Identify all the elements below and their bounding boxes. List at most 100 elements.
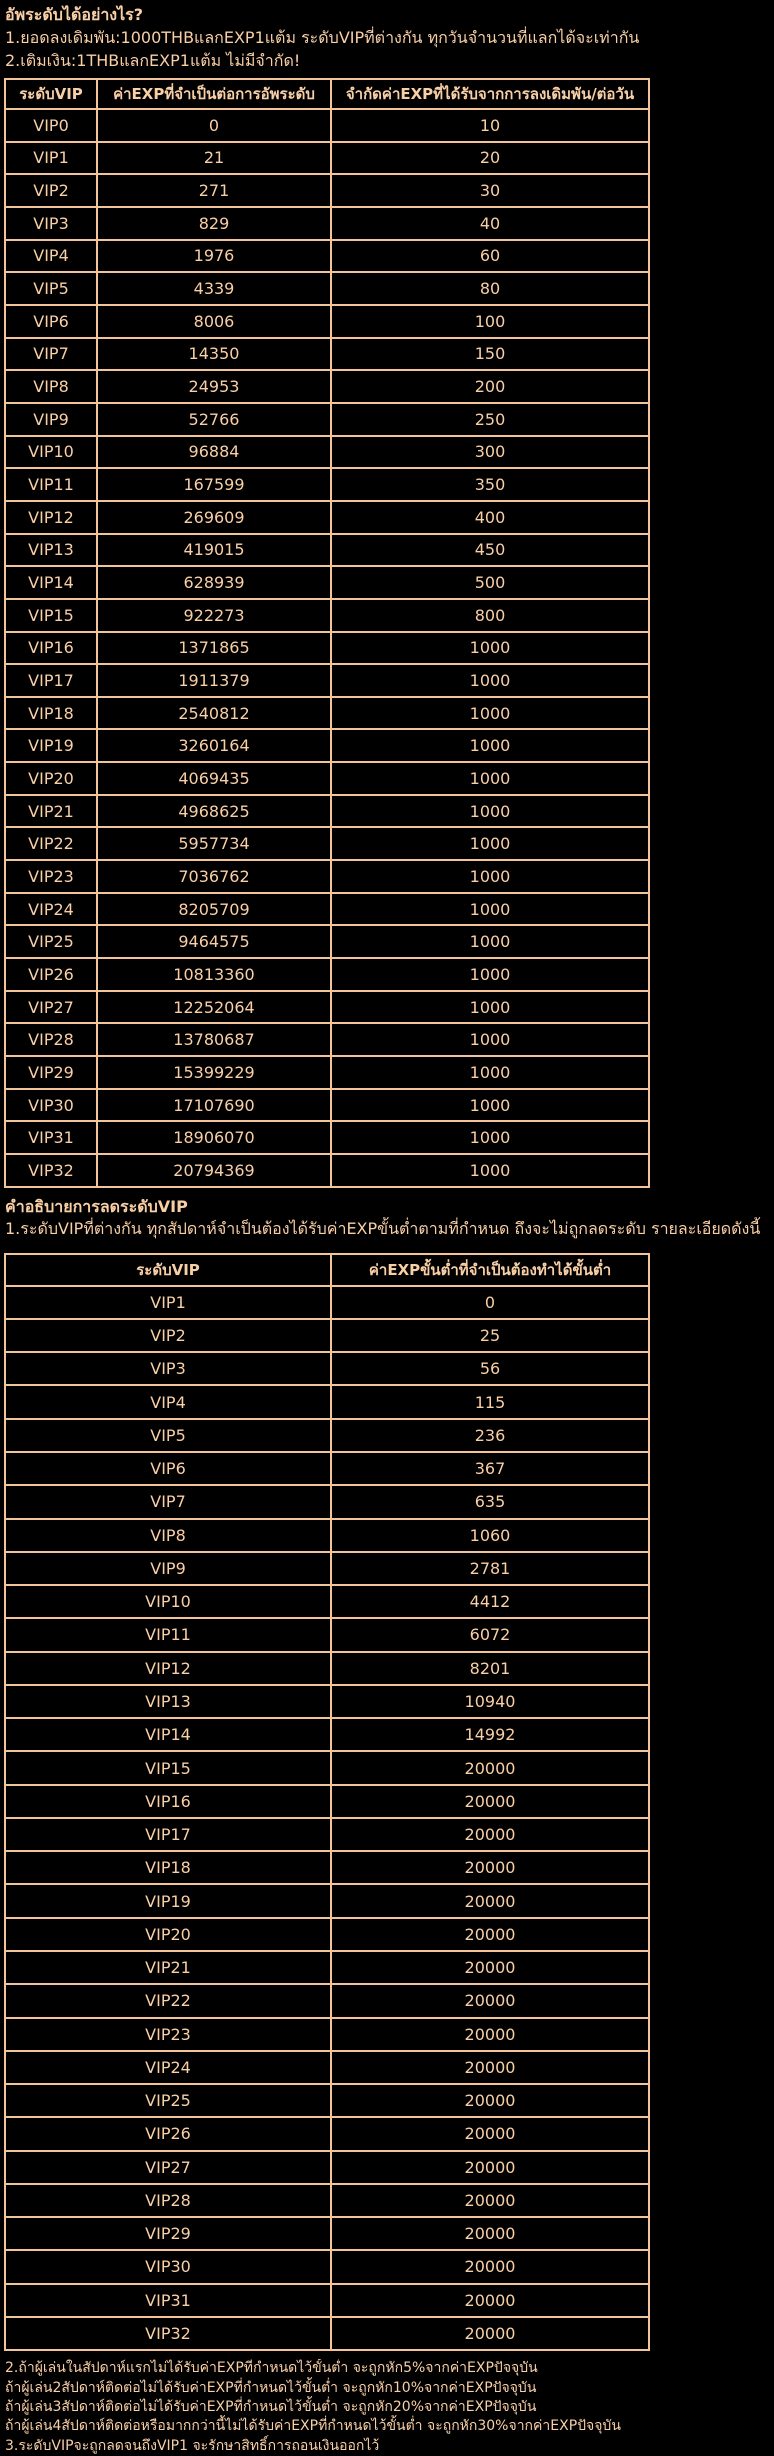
table-cell: 1000 — [330, 891, 650, 927]
table-cell: 1000 — [330, 1022, 650, 1058]
table-cell: 4412 — [330, 1584, 650, 1620]
table-cell: VIP29 — [4, 2216, 332, 2252]
table-cell: 10 — [330, 108, 650, 143]
table-cell: VIP5 — [4, 271, 98, 306]
downgrade-heading: คำอธิบายการลดระดับVIP — [5, 1196, 188, 1216]
table-cell: 628939 — [96, 565, 332, 600]
table-cell: VIP15 — [4, 1750, 332, 1786]
table-cell: VIP19 — [4, 728, 98, 764]
table-cell: 167599 — [96, 467, 332, 502]
table-cell: VIP23 — [4, 859, 98, 894]
note-line-5: 3.ระดับVIPจะถูกลดจนถึงVIP1 จะรักษาสิทธิ์… — [5, 2437, 380, 2454]
table-row: VIP4 115 — [4, 1384, 650, 1420]
table-cell: VIP9 — [4, 1550, 332, 1587]
table-cell: VIP6 — [4, 303, 98, 339]
table-cell: 2540812 — [96, 695, 332, 731]
table-cell: 115 — [330, 1384, 650, 1420]
table-row: VIP20 20000 — [4, 1916, 650, 1952]
table-cell: 56 — [330, 1351, 650, 1387]
table-cell: 13780687 — [96, 1022, 332, 1058]
table-cell: 20000 — [330, 1983, 650, 2019]
table-cell: VIP1 — [4, 140, 98, 176]
table-row: VIP1 21 20 — [4, 140, 650, 176]
table-cell: VIP24 — [4, 891, 98, 927]
table-row: VIP24 8205709 1000 — [4, 891, 650, 927]
table-cell: 20000 — [330, 2149, 650, 2185]
table-cell: 829 — [96, 205, 332, 241]
table-row: VIP15 20000 — [4, 1750, 650, 1786]
table-cell: 4069435 — [96, 761, 332, 796]
table-cell: VIP25 — [4, 924, 98, 960]
table-row: VIP12 269609 400 — [4, 499, 650, 535]
table-cell: 3260164 — [96, 728, 332, 764]
table-row: VIP21 4968625 1000 — [4, 793, 650, 829]
table-cell: 1371865 — [96, 630, 332, 666]
table-cell: VIP24 — [4, 2049, 332, 2086]
table-row: VIP23 7036762 1000 — [4, 859, 650, 894]
table-cell: VIP23 — [4, 2016, 332, 2052]
table-cell: 300 — [330, 434, 650, 470]
table-row: VIP14 14992 — [4, 1717, 650, 1753]
table-cell: VIP13 — [4, 532, 98, 568]
table-cell: 9464575 — [96, 924, 332, 960]
table-cell: 1000 — [330, 761, 650, 796]
table-row: VIP4 1976 60 — [4, 238, 650, 274]
table-cell: VIP17 — [4, 663, 98, 698]
table-cell: VIP16 — [4, 630, 98, 666]
table-cell: VIP5 — [4, 1417, 332, 1453]
table-cell: VIP27 — [4, 989, 98, 1025]
table-cell: VIP26 — [4, 957, 98, 992]
table-cell: VIP13 — [4, 1683, 332, 1720]
table-cell: 0 — [330, 1284, 650, 1320]
table-cell: 20 — [330, 140, 650, 176]
table-cell: 52766 — [96, 401, 332, 437]
table-cell: VIP20 — [4, 761, 98, 796]
table-cell: VIP20 — [4, 1916, 332, 1952]
table-cell: 200 — [330, 369, 650, 404]
table-row: VIP29 20000 — [4, 2216, 650, 2252]
table-cell: VIP26 — [4, 2116, 332, 2152]
table-cell: 450 — [330, 532, 650, 568]
table-cell: 8205709 — [96, 891, 332, 927]
downgrade-line-1: 1.ระดับVIPที่ต่างกัน ทุกสัปดาห์จำเป็นต้อ… — [5, 1218, 761, 1238]
table-cell: 1000 — [330, 989, 650, 1025]
column-header-vip-level: ระดับVIP — [4, 1252, 332, 1287]
table-cell: VIP21 — [4, 793, 98, 829]
table-row: VIP22 20000 — [4, 1983, 650, 2019]
table-cell: VIP3 — [4, 205, 98, 241]
upgrade-exp-table: ระดับVIP ค่าEXPที่จำเป็นต่อการอัพระดับ จ… — [4, 78, 650, 1188]
table-cell: 21 — [96, 140, 332, 176]
table-cell: 8006 — [96, 303, 332, 339]
column-header-vip-level: ระดับVIP — [4, 78, 98, 110]
table-cell: 12252064 — [96, 989, 332, 1025]
table-row: VIP26 10813360 1000 — [4, 957, 650, 992]
table-cell: 20000 — [330, 1850, 650, 1886]
table-cell: 1000 — [330, 1120, 650, 1155]
table-row: VIP14 628939 500 — [4, 565, 650, 600]
table-header-row: ระดับVIP ค่าEXPที่จำเป็นต่อการอัพระดับ จ… — [4, 78, 650, 110]
table-row: VIP27 12252064 1000 — [4, 989, 650, 1025]
table-row: VIP2 271 30 — [4, 173, 650, 208]
table-cell: VIP8 — [4, 369, 98, 404]
table-row: VIP9 52766 250 — [4, 401, 650, 437]
table-row: VIP19 20000 — [4, 1883, 650, 1919]
table-cell: VIP30 — [4, 1087, 98, 1123]
table-cell: VIP30 — [4, 2249, 332, 2285]
table-cell: VIP32 — [4, 2315, 332, 2352]
table-row: VIP7 635 — [4, 1484, 650, 1520]
note-line-2: ถ้าผู้เล่น2สัปดาห์ติดต่อไม่ได้รับค่าEXPท… — [5, 2379, 537, 2396]
table-cell: 5957734 — [96, 826, 332, 862]
table-cell: VIP25 — [4, 2083, 332, 2119]
upgrade-exp-table-body: VIP0 0 10 VIP1 21 20 VIP2 271 30 VIP3 829 40 VIP4 197… — [4, 108, 650, 1188]
table-cell: VIP2 — [4, 173, 98, 208]
table-row: VIP3 56 — [4, 1351, 650, 1387]
table-row: VIP8 1060 — [4, 1517, 650, 1553]
table-cell: 20000 — [330, 2016, 650, 2052]
table-cell: VIP29 — [4, 1055, 98, 1090]
table-cell: VIP28 — [4, 1022, 98, 1058]
table-row: VIP29 15399229 1000 — [4, 1055, 650, 1090]
table-cell: 20000 — [330, 2249, 650, 2285]
table-cell: 20000 — [330, 1949, 650, 1986]
table-cell: 1000 — [330, 728, 650, 764]
